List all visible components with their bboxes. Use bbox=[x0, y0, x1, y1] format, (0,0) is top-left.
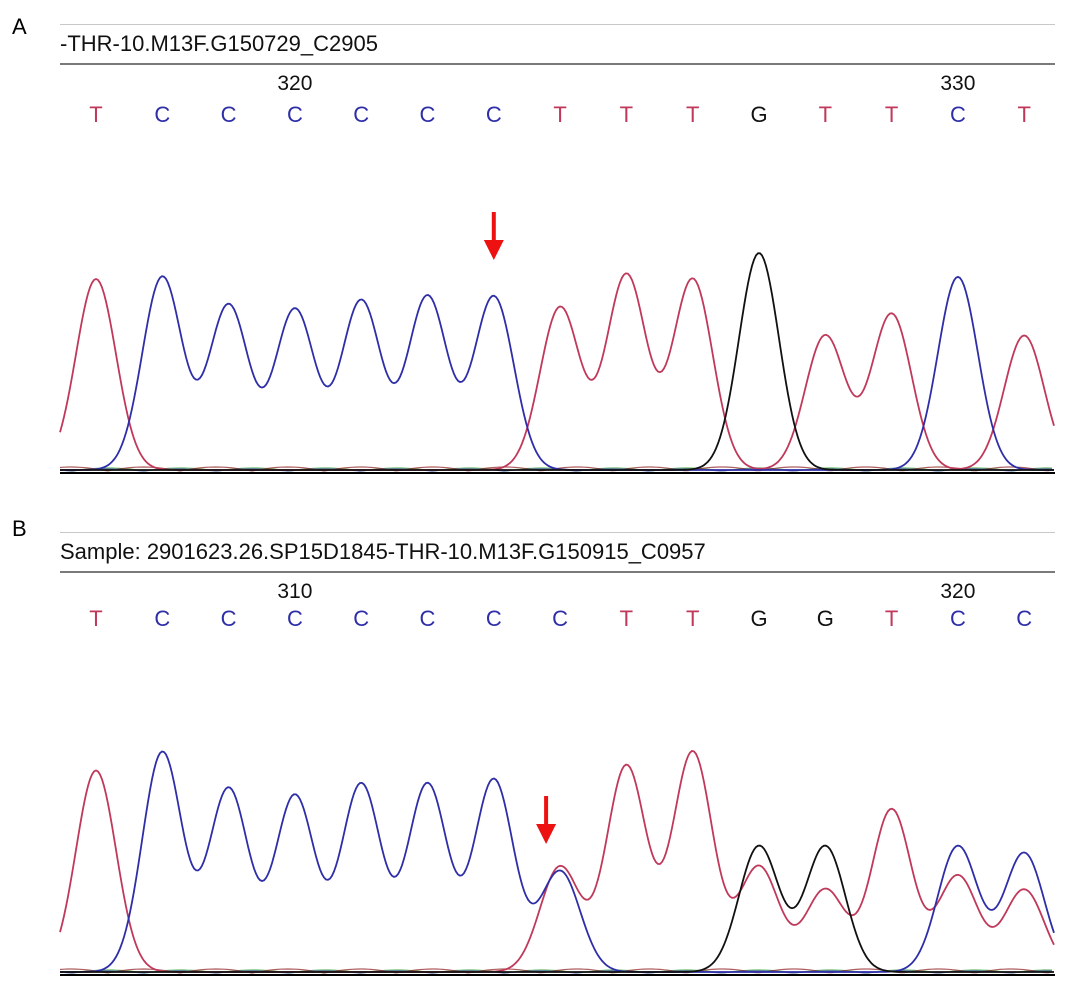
base-call-G: G bbox=[750, 102, 767, 127]
base-call-T: T bbox=[620, 102, 633, 127]
trace-series-G bbox=[60, 844, 1054, 973]
base-call-C: C bbox=[950, 606, 966, 631]
base-call-C: C bbox=[420, 102, 436, 127]
base-call-T: T bbox=[885, 606, 898, 631]
base-call-T: T bbox=[686, 102, 699, 127]
base-call-T: T bbox=[89, 102, 102, 127]
base-call-T: T bbox=[89, 606, 102, 631]
trace-series-T bbox=[59, 750, 1055, 973]
arrow-head bbox=[483, 240, 504, 260]
panel-b: B Sample: 2901623.26.SP15D1845-THR-10.M1… bbox=[0, 500, 1070, 995]
base-call-G: G bbox=[750, 606, 767, 631]
panel-a-sample-label: -THR-10.M13F.G150729_C2905 bbox=[60, 31, 378, 56]
base-call-C: C bbox=[287, 102, 303, 127]
position-tick-label: 310 bbox=[277, 580, 312, 603]
panel-a-chromatogram: 320 330 T C C C C C C T T T G T T C T bbox=[59, 72, 1055, 474]
panel-a-sample-box: -THR-10.M13F.G150729_C2905 bbox=[60, 24, 1055, 65]
trace-series-C bbox=[60, 750, 1055, 973]
base-call-T: T bbox=[620, 606, 633, 631]
position-tick-label: 320 bbox=[940, 580, 975, 603]
base-call-C: C bbox=[420, 606, 436, 631]
base-call-C: C bbox=[552, 606, 568, 631]
base-call-T: T bbox=[885, 102, 898, 127]
panel-b-sample-box: Sample: 2901623.26.SP15D1845-THR-10.M13F… bbox=[60, 532, 1055, 573]
base-call-C: C bbox=[221, 102, 237, 127]
panel-a: A -THR-10.M13F.G150729_C2905 320 330 T C C C C… bbox=[0, 0, 1070, 480]
base-call-G: G bbox=[817, 606, 834, 631]
base-call-C: C bbox=[486, 102, 502, 127]
position-tick-label: 320 bbox=[277, 72, 312, 95]
panel-b-letter: B bbox=[12, 516, 27, 541]
base-call-C: C bbox=[154, 102, 170, 127]
base-call-C: C bbox=[287, 606, 303, 631]
trace-series-C bbox=[60, 275, 1054, 471]
base-call-T: T bbox=[553, 102, 566, 127]
panel-b-chromatogram: 310 320 T C C C C C C C T T G G T C C bbox=[59, 580, 1055, 976]
base-call-C: C bbox=[353, 102, 369, 127]
base-call-T: T bbox=[819, 102, 832, 127]
trace-series-T bbox=[59, 272, 1055, 471]
base-call-T: T bbox=[1017, 102, 1030, 127]
arrow-head bbox=[536, 824, 557, 844]
position-tick-label: 330 bbox=[940, 72, 975, 95]
base-call-C: C bbox=[486, 606, 502, 631]
base-call-C: C bbox=[1016, 606, 1032, 631]
base-call-C: C bbox=[950, 102, 966, 127]
base-call-C: C bbox=[221, 606, 237, 631]
panel-b-sample-label: Sample: 2901623.26.SP15D1845-THR-10.M13F… bbox=[60, 539, 706, 564]
trace-series-G bbox=[60, 252, 1054, 471]
base-call-T: T bbox=[686, 606, 699, 631]
base-call-C: C bbox=[154, 606, 170, 631]
base-call-C: C bbox=[353, 606, 369, 631]
panel-a-letter: A bbox=[12, 14, 27, 39]
